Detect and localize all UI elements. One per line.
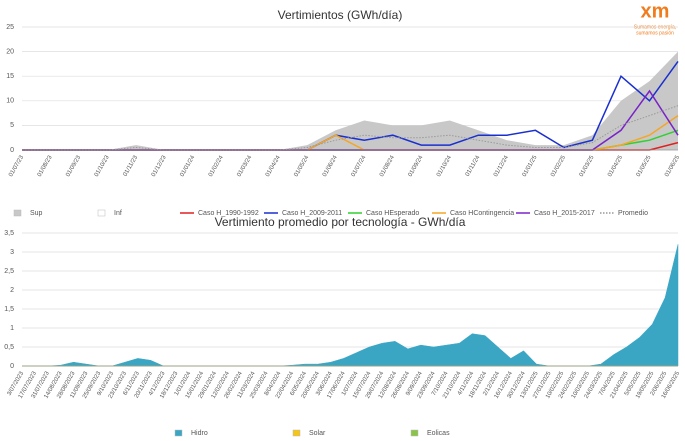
y-tick-label: 0 [10, 363, 14, 370]
legend-label: Caso H_2009-2011 [282, 210, 342, 217]
y-tick-label: 20 [6, 48, 14, 55]
legend-label: Caso HEsperado [366, 210, 419, 217]
chart-title: Vertimiento promedio por tecnología - GW… [215, 215, 466, 229]
legend-swatch [13, 209, 22, 217]
legend-swatch [292, 429, 301, 437]
logo-mark: xm [641, 0, 670, 22]
legend-swatch [410, 429, 419, 437]
legend-swatch [174, 429, 183, 437]
legend-label: Promedio [618, 210, 648, 217]
legend-label: Caso H_1990-1992 [198, 210, 259, 217]
y-tick-label: 0 [10, 147, 14, 154]
legend-label: Solar [309, 430, 326, 437]
y-tick-label: 15 [6, 73, 14, 80]
y-tick-label: 1,5 [4, 306, 14, 313]
logo-tagline: sumamos pasión [636, 30, 674, 36]
y-tick-label: 3,5 [4, 230, 14, 237]
legend-label: Hidro [191, 430, 208, 437]
legend-label: Eolicas [427, 430, 450, 437]
y-tick-label: 2,5 [4, 268, 14, 275]
legend-label: Caso HContingencia [450, 210, 514, 217]
y-tick-label: 10 [6, 98, 14, 105]
line [22, 105, 679, 151]
legend-label: Caso H_2015-2017 [534, 210, 595, 217]
y-tick-label: 0,5 [4, 344, 14, 351]
y-tick-label: 3 [10, 249, 14, 256]
y-tick-label: 1 [10, 325, 14, 332]
legend-label: Sup [30, 210, 43, 217]
y-tick-label: 5 [10, 122, 14, 129]
area [22, 51, 678, 150]
legend-swatch [97, 209, 106, 217]
y-tick-label: 25 [6, 24, 14, 31]
legend-label: Inf [114, 210, 122, 217]
chart-title: Vertimientos (GWh/día) [278, 8, 403, 22]
y-tick-label: 2 [10, 287, 14, 294]
